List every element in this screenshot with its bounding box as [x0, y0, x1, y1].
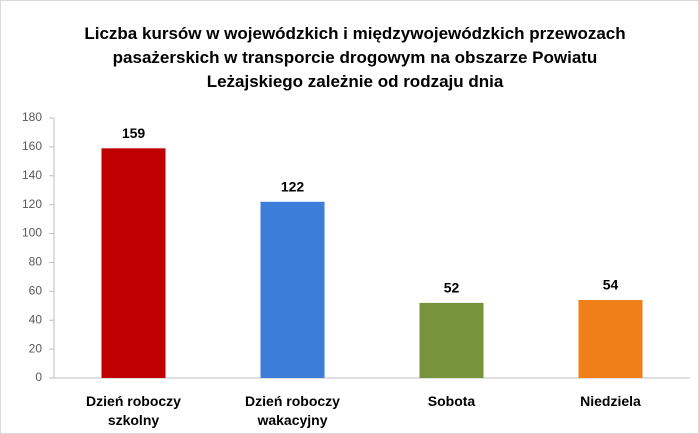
- y-tick-label: 80: [29, 255, 43, 269]
- x-tick-label: Dzień roboczy szkolny: [86, 393, 181, 428]
- bar: [578, 300, 643, 378]
- y-tick-label: 40: [29, 312, 43, 326]
- x-tick-label: Dzień roboczy wakacyjny: [245, 393, 340, 428]
- y-tick-label: 160: [22, 139, 42, 153]
- bar: [101, 148, 166, 378]
- y-tick-label: 0: [35, 370, 42, 384]
- value-label: 122: [281, 178, 305, 194]
- y-tick-label: 120: [22, 197, 42, 211]
- y-tick-label: 100: [22, 226, 42, 240]
- y-tick-label: 60: [29, 284, 43, 298]
- x-tick-label: Sobota: [427, 393, 476, 409]
- bar: [419, 302, 484, 378]
- value-label: 159: [122, 125, 146, 141]
- y-tick-label: 180: [22, 110, 42, 124]
- chart-title: Liczba kursów w wojewódzkich i międzywoj…: [84, 24, 626, 91]
- y-tick-label: 140: [22, 168, 42, 182]
- y-tick-label: 20: [29, 341, 43, 355]
- bar: [260, 201, 325, 378]
- value-label: 54: [603, 277, 619, 293]
- x-tick-label: Niedziela: [580, 393, 641, 409]
- value-label: 52: [444, 280, 460, 296]
